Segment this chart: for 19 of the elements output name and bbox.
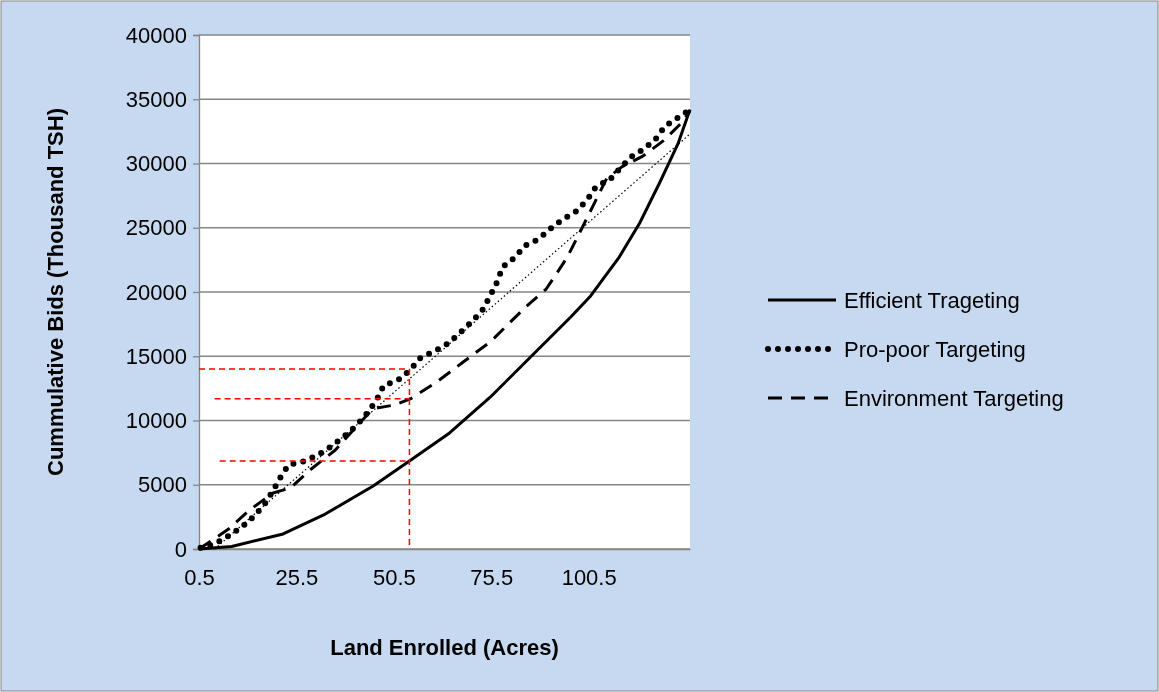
x-tick-label: 0.5: [184, 564, 215, 590]
y-tick-label: 40000: [125, 22, 187, 48]
y-tick-label: 35000: [125, 86, 187, 112]
x-tick-label: 75.5: [470, 564, 514, 590]
legend-label: Pro-poor Targeting: [844, 337, 1026, 362]
y-tick-label: 15000: [125, 343, 187, 369]
legend-label: Environment Targeting: [844, 386, 1064, 411]
legend-label: Efficient Trageting: [844, 288, 1020, 313]
x-tick-label: 50.5: [372, 564, 416, 590]
y-tick-label: 30000: [125, 151, 187, 177]
y-tick-label: 20000: [125, 279, 187, 305]
x-tick-label: 25.5: [275, 564, 319, 590]
y-tick-label: 0: [174, 536, 187, 562]
y-axis-title: Cummulative Bids (Thousand TSH): [43, 108, 68, 476]
x-tick-label: 100.5: [561, 564, 617, 590]
y-tick-label: 25000: [125, 215, 187, 241]
x-axis-title: Land Enrolled (Acres): [330, 635, 559, 660]
y-tick-label: 5000: [138, 472, 187, 498]
y-tick-label: 10000: [125, 408, 187, 434]
